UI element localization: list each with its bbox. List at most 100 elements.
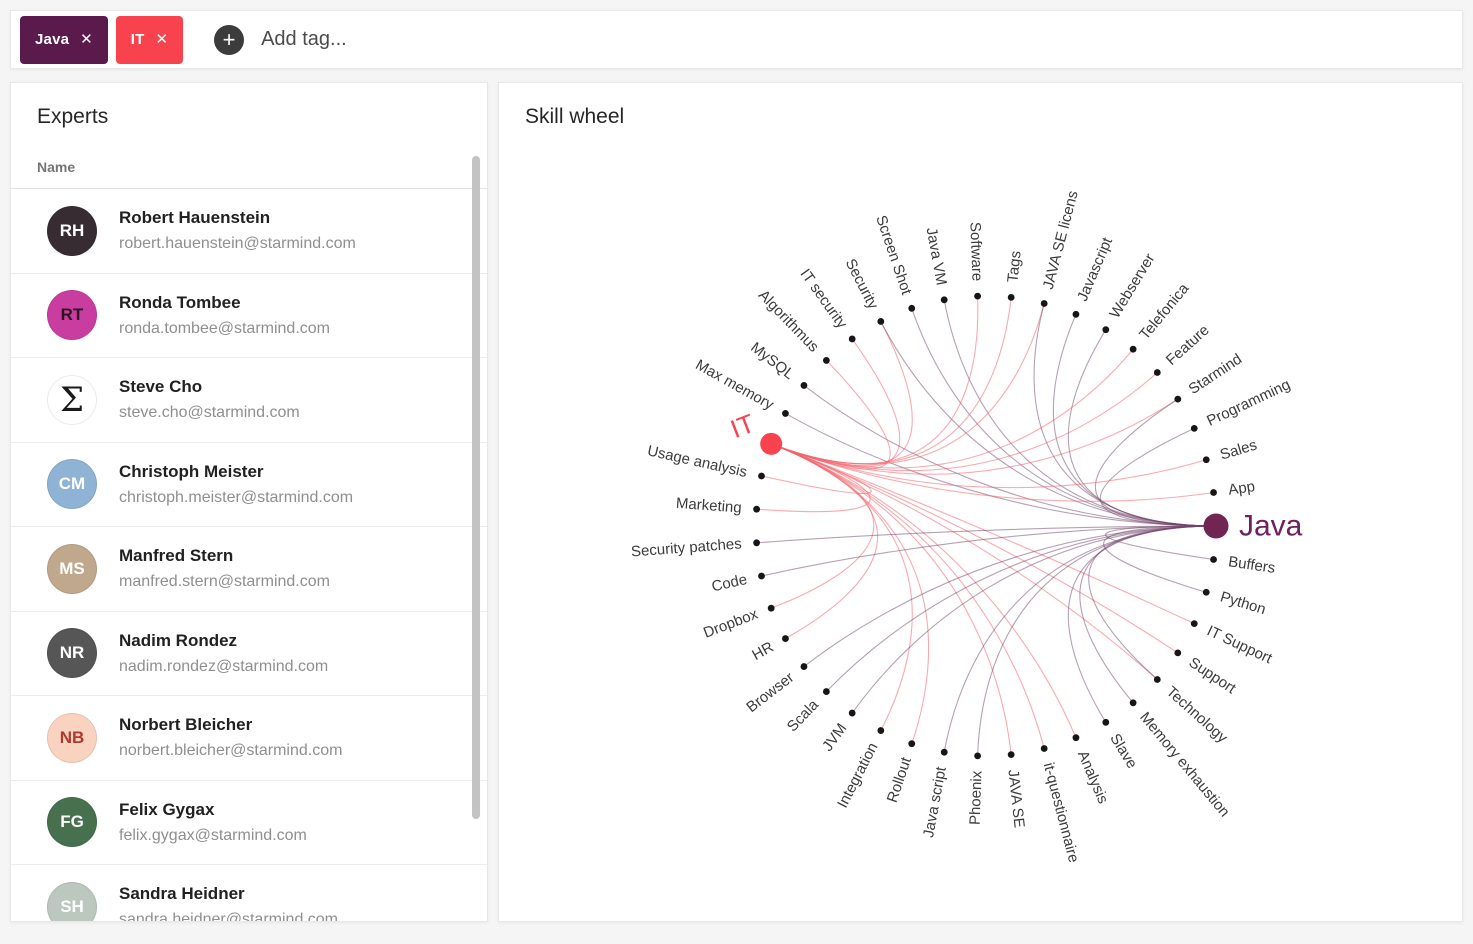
expert-email: robert.hauenstein@starmind.com xyxy=(119,235,356,253)
skill-node-label[interactable]: Java script xyxy=(920,765,950,839)
skill-node-label[interactable]: Marketing xyxy=(675,495,742,517)
hub-label-java[interactable]: Java xyxy=(1239,510,1303,543)
skill-node-dot[interactable] xyxy=(1007,751,1015,759)
hub-node-java[interactable] xyxy=(1203,513,1229,539)
skill-node-dot[interactable] xyxy=(753,539,761,547)
skill-node-dot[interactable] xyxy=(1202,456,1210,464)
add-tag-button[interactable]: + xyxy=(214,24,245,55)
skill-node-dot[interactable] xyxy=(1102,326,1110,334)
skill-node-dot[interactable] xyxy=(877,727,885,734)
skill-node-label[interactable]: Starmind xyxy=(1186,351,1245,398)
skill-node-label[interactable]: Support xyxy=(1186,654,1240,698)
skill-node-dot[interactable] xyxy=(767,604,775,612)
skill-node-dot[interactable] xyxy=(848,709,856,717)
skill-node-dot[interactable] xyxy=(1210,489,1217,496)
skill-node-dot[interactable] xyxy=(974,752,981,760)
skill-node-dot[interactable] xyxy=(800,382,808,389)
skill-node-dot[interactable] xyxy=(822,357,830,364)
expert-row[interactable]: CM Christoph Meister christoph.meister@sta… xyxy=(11,442,487,527)
skill-node-label[interactable]: JVM xyxy=(819,720,850,754)
skill-node-label[interactable]: JAVA SE xyxy=(1004,769,1027,829)
skill-node-dot[interactable] xyxy=(1153,676,1161,683)
skill-node-label[interactable]: IT security xyxy=(796,266,850,332)
skill-node-label[interactable]: Python xyxy=(1218,588,1268,618)
skill-node-label[interactable]: Slave xyxy=(1106,731,1140,772)
skill-node-dot[interactable] xyxy=(848,335,856,343)
skill-node-label[interactable]: Software xyxy=(966,222,985,282)
expert-row[interactable]: RH Robert Hauenstein robert.hauenstein@sta… xyxy=(11,189,487,274)
skill-node-label[interactable]: Java VM xyxy=(923,226,950,286)
add-tag-input[interactable]: Add tag... xyxy=(261,28,347,50)
skill-node-dot[interactable] xyxy=(1153,369,1161,376)
skill-node-dot[interactable] xyxy=(1072,310,1080,318)
skill-node-label[interactable]: Dropbox xyxy=(701,605,760,641)
tag-close-icon[interactable]: ✕ xyxy=(155,31,169,48)
skill-node-label[interactable]: Screen Shot xyxy=(872,213,915,297)
expert-text: Christoph Meister christoph.meister@starm… xyxy=(119,462,353,507)
skill-node-dot[interactable] xyxy=(908,304,916,312)
skill-node-label[interactable]: Tags xyxy=(1004,250,1024,283)
skill-node-label[interactable]: JAVA SE licens xyxy=(1040,189,1082,291)
skill-node-label[interactable]: Browser xyxy=(743,669,797,716)
skill-node-dot[interactable] xyxy=(758,472,765,480)
skill-node-label[interactable]: Buffers xyxy=(1227,553,1276,577)
skill-node-dot[interactable] xyxy=(753,505,761,513)
skill-node-label[interactable]: Sales xyxy=(1218,436,1259,463)
skill-node-dot[interactable] xyxy=(1174,395,1182,403)
skill-node-label[interactable]: Feature xyxy=(1163,322,1213,369)
skill-node-dot[interactable] xyxy=(1190,424,1198,432)
skill-node-dot[interactable] xyxy=(1129,345,1137,353)
skill-node-label[interactable]: Analysis xyxy=(1074,748,1111,806)
skill-node-label[interactable]: Security patches xyxy=(630,535,742,560)
skill-node-label[interactable]: Webserver xyxy=(1106,251,1158,322)
skill-node-label[interactable]: Integration xyxy=(834,740,882,811)
skill-node-label[interactable]: Programming xyxy=(1204,376,1293,430)
skill-node-label[interactable]: IT Support xyxy=(1204,622,1275,667)
tag-chip-it[interactable]: IT ✕ xyxy=(115,15,184,64)
skill-node-dot[interactable] xyxy=(1040,300,1048,307)
skill-node-dot[interactable] xyxy=(822,688,830,695)
skill-node-label[interactable]: App xyxy=(1227,478,1256,499)
skill-node-label[interactable]: Code xyxy=(710,571,749,595)
skill-node-label[interactable]: Security xyxy=(842,256,882,312)
skill-node-dot[interactable] xyxy=(1174,649,1182,657)
skill-node-dot[interactable] xyxy=(758,572,765,580)
expert-row[interactable]: MS Manfred Stern manfred.stern@starmind.co… xyxy=(11,527,487,612)
skill-node-dot[interactable] xyxy=(877,318,885,325)
skill-node-dot[interactable] xyxy=(940,748,948,756)
hub-node-it[interactable] xyxy=(760,432,783,455)
skill-node-dot[interactable] xyxy=(1129,699,1137,707)
skill-node-dot[interactable] xyxy=(782,410,789,417)
skill-node-label[interactable]: it-questionnaire xyxy=(1040,761,1082,865)
skill-node-dot[interactable] xyxy=(1210,556,1217,563)
expert-row[interactable]: FG Felix Gygax felix.gygax@starmind.com xyxy=(11,780,487,865)
skill-node-label[interactable]: HR xyxy=(749,638,776,664)
skill-node-label[interactable]: MySQL xyxy=(747,339,797,383)
tag-chip-java[interactable]: Java ✕ xyxy=(20,15,108,64)
expert-row[interactable]: NB Norbert Bleicher norbert.bleicher@starm… xyxy=(11,696,487,781)
skill-node-label[interactable]: Scala xyxy=(784,696,823,735)
expert-row[interactable]: SH Sandra Heidner sandra.heidner@starmind.… xyxy=(11,865,487,921)
expert-row[interactable]: NR Nadim Rondez nadim.rondez@starmind.com xyxy=(11,611,487,696)
skill-node-dot[interactable] xyxy=(908,740,916,748)
expert-row[interactable]: Σ Steve Cho steve.cho@starmind.com xyxy=(11,358,487,443)
skill-node-label[interactable]: Phoenix xyxy=(967,770,986,825)
skill-node-dot[interactable] xyxy=(1102,718,1110,726)
skill-node-dot[interactable] xyxy=(1072,734,1080,742)
skill-node-dot[interactable] xyxy=(1190,620,1198,628)
skill-node-dot[interactable] xyxy=(974,292,981,300)
skill-node-dot[interactable] xyxy=(940,296,948,304)
hub-label-it[interactable]: IT xyxy=(726,408,758,444)
skill-node-dot[interactable] xyxy=(1040,745,1048,752)
skill-node-dot[interactable] xyxy=(1202,588,1210,596)
skill-node-label[interactable]: Rollout xyxy=(884,754,915,804)
skill-node-label[interactable]: Telefonica xyxy=(1136,280,1193,343)
experts-scrollbar[interactable] xyxy=(472,156,480,819)
skill-node-dot[interactable] xyxy=(1007,293,1015,301)
skill-node-dot[interactable] xyxy=(800,663,808,670)
skill-node-dot[interactable] xyxy=(782,635,789,642)
skill-node-label[interactable]: Javascript xyxy=(1074,234,1116,304)
expert-row[interactable]: RT Ronda Tombee ronda.tombee@starmind.com xyxy=(11,273,487,358)
skill-node-label[interactable]: Usage analysis xyxy=(646,442,749,481)
tag-close-icon[interactable]: ✕ xyxy=(80,31,93,48)
